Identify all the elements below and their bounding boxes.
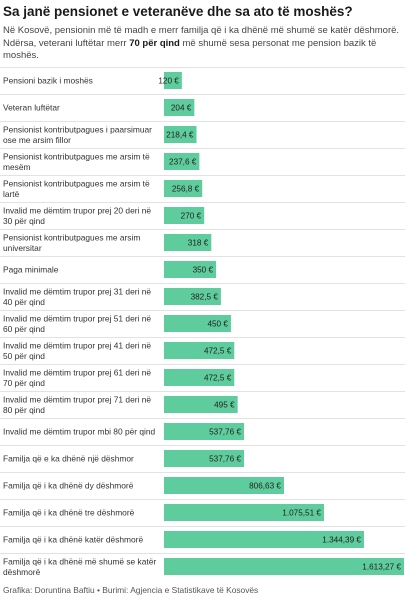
bar-value-label: 1.344,39 € xyxy=(322,536,361,545)
bar xyxy=(164,153,200,170)
category-label-line: Pensionist kontributpagues me arsim xyxy=(3,232,140,242)
category-label: Familja që i ka dhënë tre dëshmorë xyxy=(3,508,135,518)
bar xyxy=(164,504,324,521)
bar-value-label: 256,8 € xyxy=(172,185,200,194)
category-label-line: Familja që i ka dhënë më shumë se katër xyxy=(3,556,156,566)
bar xyxy=(164,234,212,251)
category-label-line: Familja që i ka dhënë dy dëshmorë xyxy=(3,481,134,491)
bar-value-label: 472,5 € xyxy=(204,347,232,356)
bar-value-label: 218,4 € xyxy=(166,131,194,140)
category-label: Pensionist kontributpagues me arsim unive… xyxy=(3,232,140,253)
category-label: Paga minimale xyxy=(3,265,59,275)
category-label: Invalid me dëmtim trupor prej 61 deri në… xyxy=(3,367,151,388)
category-label: Invalid me dëmtim trupor prej 51 deri në… xyxy=(3,313,151,334)
category-label-line: universitar xyxy=(3,243,42,253)
subtitle-text-start: Në Kosovë, pensionin më të madh e merr f… xyxy=(3,25,400,49)
category-label-line: Paga minimale xyxy=(3,265,59,275)
chart-title: Sa janë pensionet e veteranëve dhe sa at… xyxy=(3,4,353,19)
bar-value-label: 120 € xyxy=(158,77,179,86)
bar xyxy=(164,423,245,440)
category-label-line: Familja që i ka dhënë tre dëshmorë xyxy=(3,508,135,518)
bar xyxy=(164,99,195,116)
bar xyxy=(164,531,364,548)
category-label-line: Invalid me dëmtim trupor prej 20 deri në xyxy=(3,205,151,215)
category-label-line: Pensionist kontributpagues i paarsimuar xyxy=(3,124,152,134)
bar xyxy=(164,477,284,494)
category-label-line: Invalid me dëmtim trupor prej 61 deri në xyxy=(3,367,151,377)
category-label: Invalid me dëmtim trupor prej 41 deri në… xyxy=(3,340,151,361)
category-label-line: 30 për qind xyxy=(3,216,45,226)
bar-value-label: 1.613,27 € xyxy=(362,563,401,572)
bar xyxy=(164,72,182,89)
bar-value-label: 270 € xyxy=(181,212,202,221)
category-label: Invalid me dëmtim trupor prej 20 deri në… xyxy=(3,205,151,226)
bar-value-label: 350 € xyxy=(193,266,214,275)
bar xyxy=(164,558,404,575)
category-label: Veteran luftëtar xyxy=(3,103,60,113)
category-label-line: Invalid me dëmtim trupor mbi 80 për qind xyxy=(3,427,156,437)
category-label-line: Invalid me dëmtim trupor prej 41 deri në xyxy=(3,340,151,350)
bar xyxy=(164,288,221,305)
bar-value-label: 237,6 € xyxy=(169,158,197,167)
bar xyxy=(164,126,197,143)
bar-value-label: 495 € xyxy=(214,401,235,410)
chart-footer: Grafika: Doruntina Baftiu • Burimi: Agje… xyxy=(3,585,259,595)
category-label-line: Pensionist kontributpagues me arsim të xyxy=(3,151,150,161)
category-label-line: Pensioni bazik i moshës xyxy=(3,76,93,86)
bar xyxy=(164,207,205,224)
bar xyxy=(164,261,217,278)
bar-chart: Pensioni bazik i moshës 120 € Veteran luft… xyxy=(0,67,405,577)
category-label-line: dëshmorë xyxy=(3,567,41,577)
bar-value-label: 450 € xyxy=(207,320,228,329)
bar-value-label: 537,76 € xyxy=(209,455,241,464)
category-label: Invalid me dëmtim trupor prej 71 deri në… xyxy=(3,394,151,415)
bar xyxy=(164,396,238,413)
bar-value-label: 1.075,51 € xyxy=(282,509,321,518)
chart-subtitle: Në Kosovë, pensionin më të madh e merr f… xyxy=(3,25,403,63)
bar xyxy=(164,369,235,386)
bar xyxy=(164,315,231,332)
category-label-line: mesëm xyxy=(3,162,30,172)
bar xyxy=(164,450,245,467)
category-label-line: 50 për qind xyxy=(3,351,45,361)
bar xyxy=(164,342,235,359)
category-label-line: Familja që e ka dhënë një dëshmor xyxy=(3,454,134,464)
category-label-line: ose me arsim fillor xyxy=(3,135,71,145)
bar-value-label: 472,5 € xyxy=(204,374,232,383)
bar-value-label: 382,5 € xyxy=(191,293,219,302)
category-label: Pensionist kontributpagues me arsim të me… xyxy=(3,151,150,172)
category-label-line: Familja që i ka dhënë katër dëshmorë xyxy=(3,535,143,545)
category-label-line: 70 për qind xyxy=(3,378,45,388)
category-label-line: Invalid me dëmtim trupor prej 51 deri në xyxy=(3,313,151,323)
category-label: Pensionist kontributpagues i paarsimuar o… xyxy=(3,124,152,145)
subtitle-highlight: 70 për qind xyxy=(129,37,180,49)
category-label: Familja që i ka dhënë katër dëshmorë xyxy=(3,535,143,545)
category-label-line: 80 për qind xyxy=(3,405,45,415)
category-label-line: Invalid me dëmtim trupor prej 71 deri në xyxy=(3,394,151,404)
bar-value-label: 204 € xyxy=(171,104,192,113)
category-label-line: 40 për qind xyxy=(3,297,45,307)
category-label: Invalid me dëmtim trupor mbi 80 për qind xyxy=(3,427,156,437)
category-label: Familja që i ka dhënë dy dëshmorë xyxy=(3,481,134,491)
category-label: Pensionist kontributpagues me arsim të la… xyxy=(3,178,150,199)
bar-value-label: 806,63 € xyxy=(249,482,281,491)
subtitle-text-end: më shumë sesa personat me pension bazik … xyxy=(3,37,377,62)
bar-value-label: 318 € xyxy=(188,239,209,248)
category-label-line: 60 për qind xyxy=(3,324,45,334)
category-label: Invalid me dëmtim trupor prej 31 deri në… xyxy=(3,286,151,307)
category-label-line: Pensionist kontributpagues me arsim të xyxy=(3,178,150,188)
category-label: Familja që i ka dhënë më shumë se katër d… xyxy=(3,556,156,577)
category-label: Pensioni bazik i moshës xyxy=(3,76,93,86)
chart-header: Sa janë pensionet e veteranëve dhe sa at… xyxy=(3,0,403,63)
category-label-line: Invalid me dëmtim trupor prej 31 deri në xyxy=(3,286,151,296)
category-label: Familja që e ka dhënë një dëshmor xyxy=(3,454,134,464)
bar-value-label: 537,76 € xyxy=(209,428,241,437)
category-label-line: lartë xyxy=(3,189,20,199)
bar xyxy=(164,180,203,197)
category-label-line: Veteran luftëtar xyxy=(3,103,60,113)
